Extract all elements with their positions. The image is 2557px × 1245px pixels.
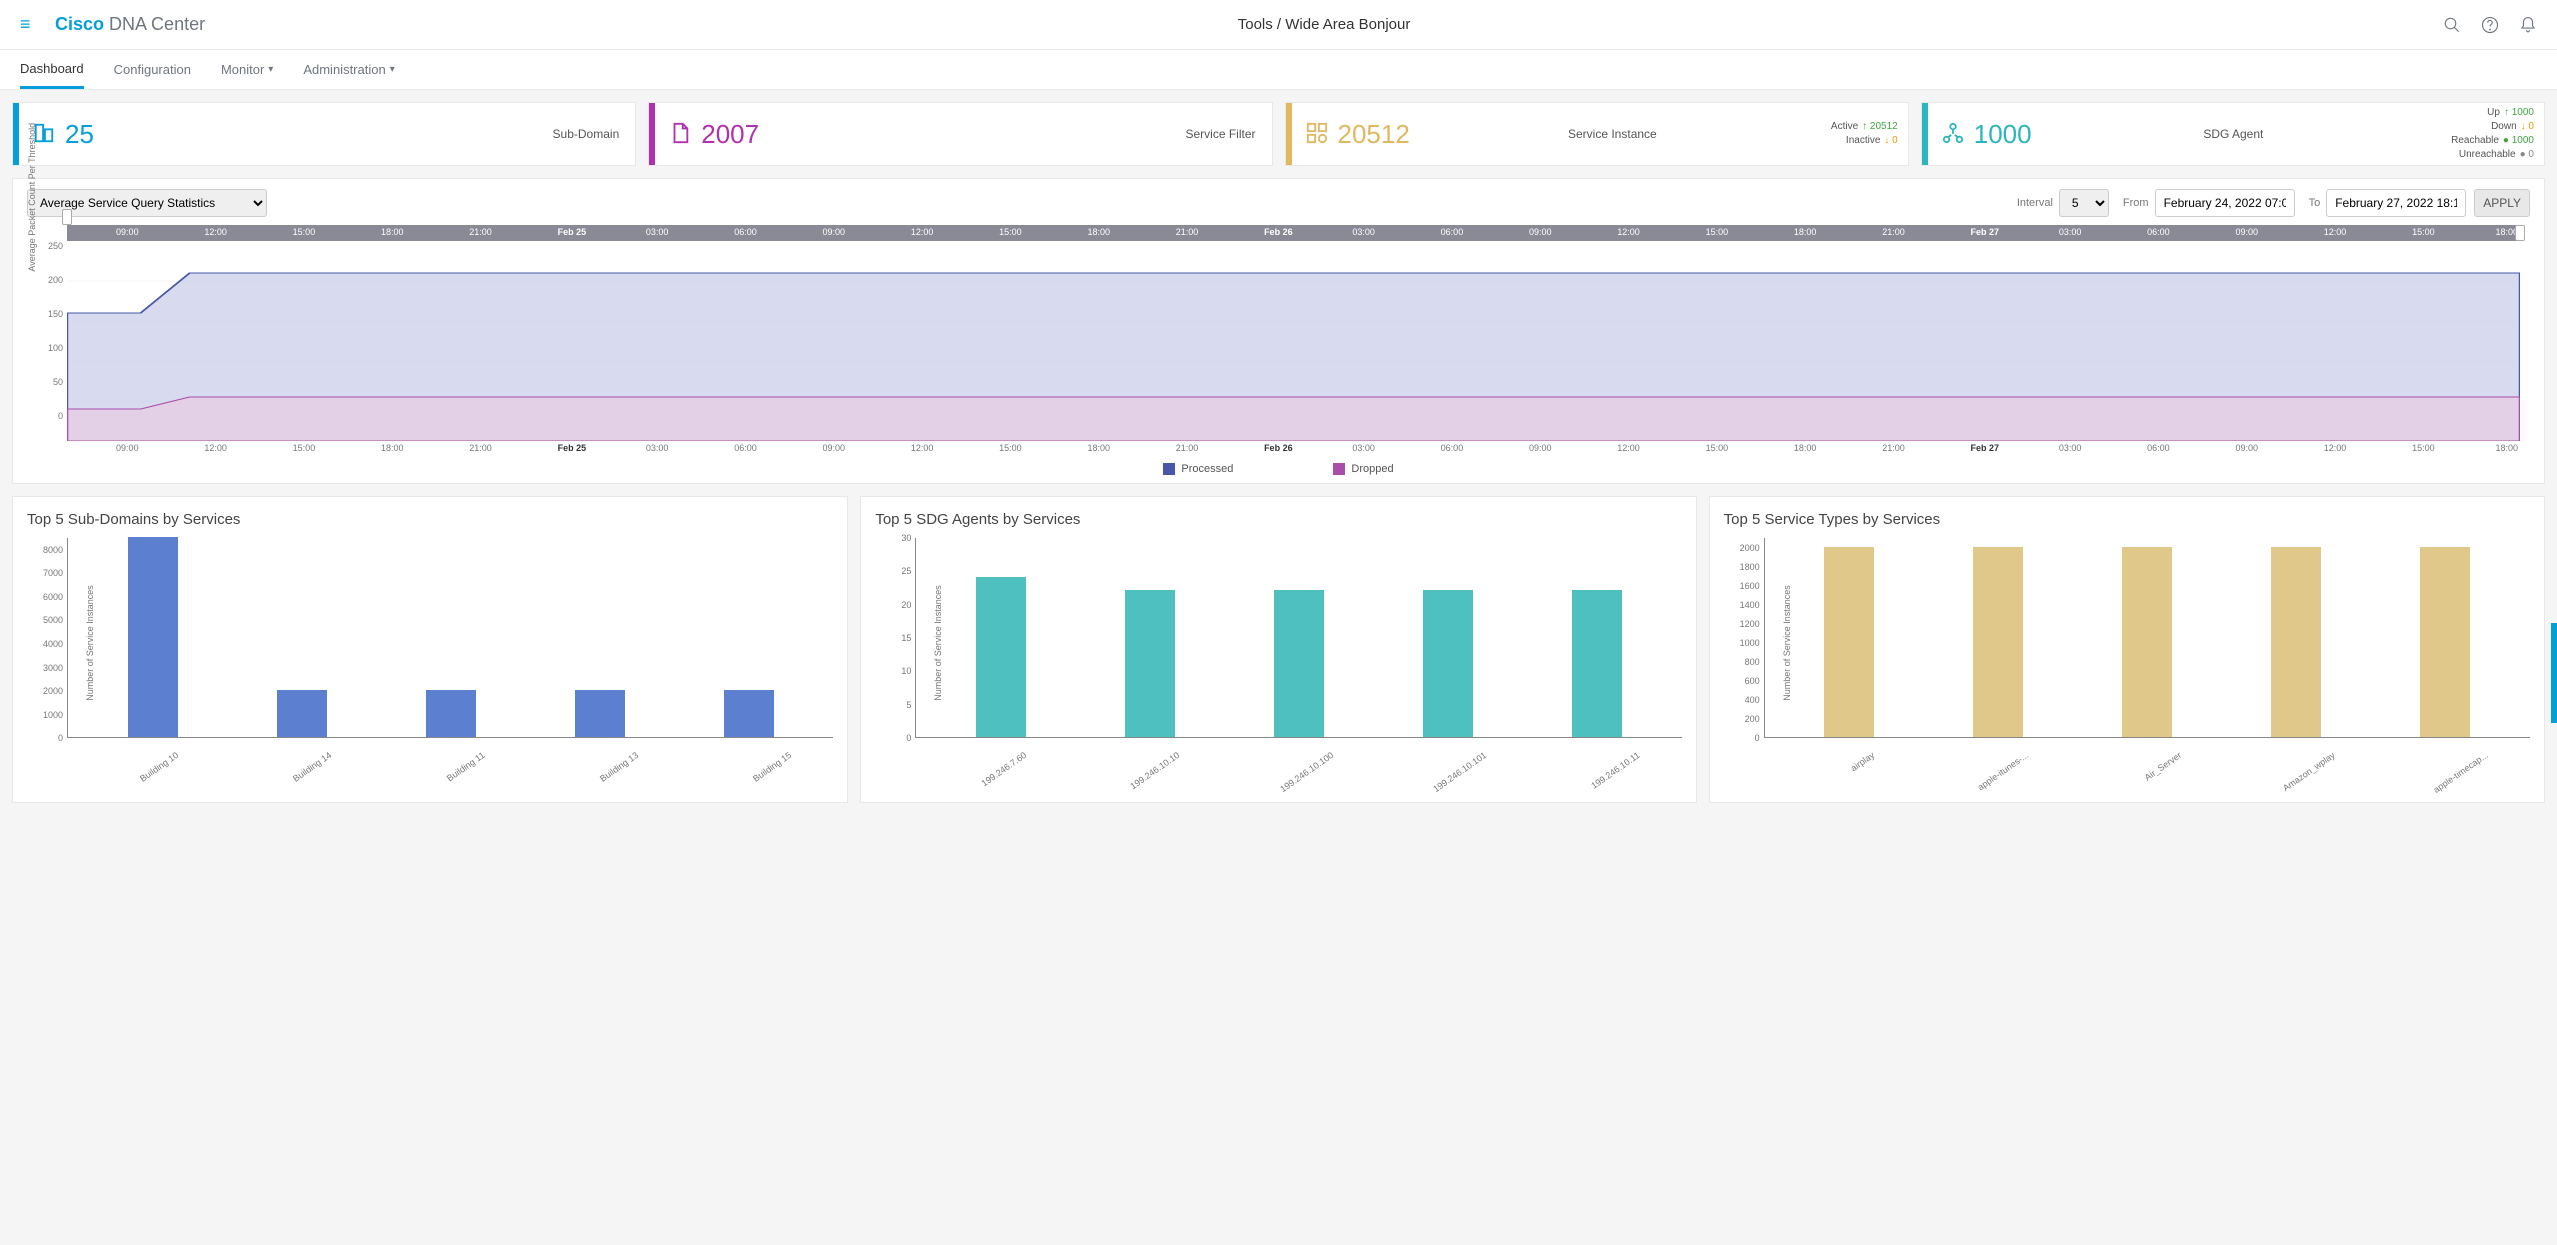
card-label: Sub-Domain bbox=[553, 127, 620, 141]
tab-monitor[interactable]: Monitor▾ bbox=[221, 50, 273, 89]
bar[interactable] bbox=[2122, 547, 2172, 737]
bell-icon[interactable] bbox=[2519, 16, 2537, 34]
tab-configuration[interactable]: Configuration bbox=[114, 50, 191, 89]
brand-cisco: Cisco bbox=[55, 14, 104, 34]
main-chart-panel: Average Service Query Statistics Interva… bbox=[12, 178, 2545, 484]
bar-panel-1: Top 5 SDG Agents by ServicesNumber of Se… bbox=[860, 496, 1696, 803]
card-label: Service Filter bbox=[1185, 127, 1255, 141]
card-value: 25 bbox=[65, 119, 94, 150]
summary-card-0[interactable]: 25 Sub-Domain bbox=[12, 102, 636, 166]
bar[interactable] bbox=[1572, 590, 1622, 737]
range-handle-right[interactable] bbox=[2515, 225, 2525, 241]
to-input[interactable] bbox=[2326, 189, 2466, 217]
bar[interactable] bbox=[128, 537, 178, 737]
bar[interactable] bbox=[575, 690, 625, 737]
to-label: To bbox=[2309, 197, 2321, 209]
bar[interactable] bbox=[426, 690, 476, 737]
brand-dnac: DNA Center bbox=[109, 14, 205, 34]
search-icon[interactable] bbox=[2443, 16, 2461, 34]
bar[interactable] bbox=[2420, 547, 2470, 737]
from-input[interactable] bbox=[2155, 189, 2295, 217]
bar[interactable] bbox=[1125, 590, 1175, 737]
bar[interactable] bbox=[2271, 547, 2321, 737]
card-stats: Up ↑ 1000Down ↓ 0Reachable ● 1000Unreach… bbox=[2451, 106, 2534, 162]
bar-panel-2: Top 5 Service Types by ServicesNumber of… bbox=[1709, 496, 2545, 803]
y-axis-label: Average Packet Count Per Threshold bbox=[27, 123, 37, 272]
menu-icon[interactable]: ≡ bbox=[20, 14, 40, 35]
panel-title: Top 5 Service Types by Services bbox=[1724, 511, 2530, 528]
card-value: 1000 bbox=[1974, 119, 2032, 150]
apply-button[interactable]: APPLY bbox=[2474, 189, 2530, 217]
card-icon bbox=[669, 122, 691, 147]
summary-card-3[interactable]: 1000 SDG Agent Up ↑ 1000Down ↓ 0Reachable… bbox=[1921, 102, 2545, 166]
card-icon bbox=[1306, 122, 1328, 147]
bar[interactable] bbox=[1973, 547, 2023, 737]
card-label: Service Instance bbox=[1568, 127, 1657, 141]
legend-processed[interactable]: Processed bbox=[1163, 463, 1233, 475]
area-chart: Average Packet Count Per Threshold 25020… bbox=[67, 241, 2520, 441]
bar[interactable] bbox=[724, 690, 774, 737]
bar[interactable] bbox=[1824, 547, 1874, 737]
tab-dashboard[interactable]: Dashboard bbox=[20, 50, 84, 89]
breadcrumb: Tools / Wide Area Bonjour bbox=[205, 16, 2443, 33]
panel-title: Top 5 SDG Agents by Services bbox=[875, 511, 1681, 528]
bar[interactable] bbox=[277, 690, 327, 737]
time-ruler[interactable]: 09:0012:0015:0018:0021:00Feb 2503:0006:0… bbox=[67, 225, 2520, 241]
card-icon bbox=[1942, 122, 1964, 147]
interval-select[interactable]: 5 bbox=[2059, 189, 2109, 217]
card-value: 2007 bbox=[701, 119, 759, 150]
interval-label: Interval bbox=[2017, 197, 2053, 209]
bar[interactable] bbox=[976, 577, 1026, 737]
help-icon[interactable] bbox=[2481, 16, 2499, 34]
card-label: SDG Agent bbox=[2203, 127, 2263, 141]
bar-panel-0: Top 5 Sub-Domains by ServicesNumber of S… bbox=[12, 496, 848, 803]
summary-card-1[interactable]: 2007 Service Filter bbox=[648, 102, 1272, 166]
bar[interactable] bbox=[1274, 590, 1324, 737]
series-dropped bbox=[67, 397, 2520, 441]
brand: Cisco DNA Center bbox=[55, 14, 205, 35]
from-label: From bbox=[2123, 197, 2149, 209]
card-stats: Active ↑ 20512Inactive ↓ 0 bbox=[1831, 120, 1898, 148]
legend-dropped[interactable]: Dropped bbox=[1333, 463, 1393, 475]
summary-card-2[interactable]: 20512 Service Instance Active ↑ 20512Inac… bbox=[1285, 102, 1909, 166]
card-value: 20512 bbox=[1338, 119, 1410, 150]
panel-title: Top 5 Sub-Domains by Services bbox=[27, 511, 833, 528]
range-handle-left[interactable] bbox=[62, 209, 72, 225]
tab-administration[interactable]: Administration▾ bbox=[303, 50, 394, 89]
bar[interactable] bbox=[1423, 590, 1473, 737]
scroll-accent bbox=[2551, 623, 2557, 723]
